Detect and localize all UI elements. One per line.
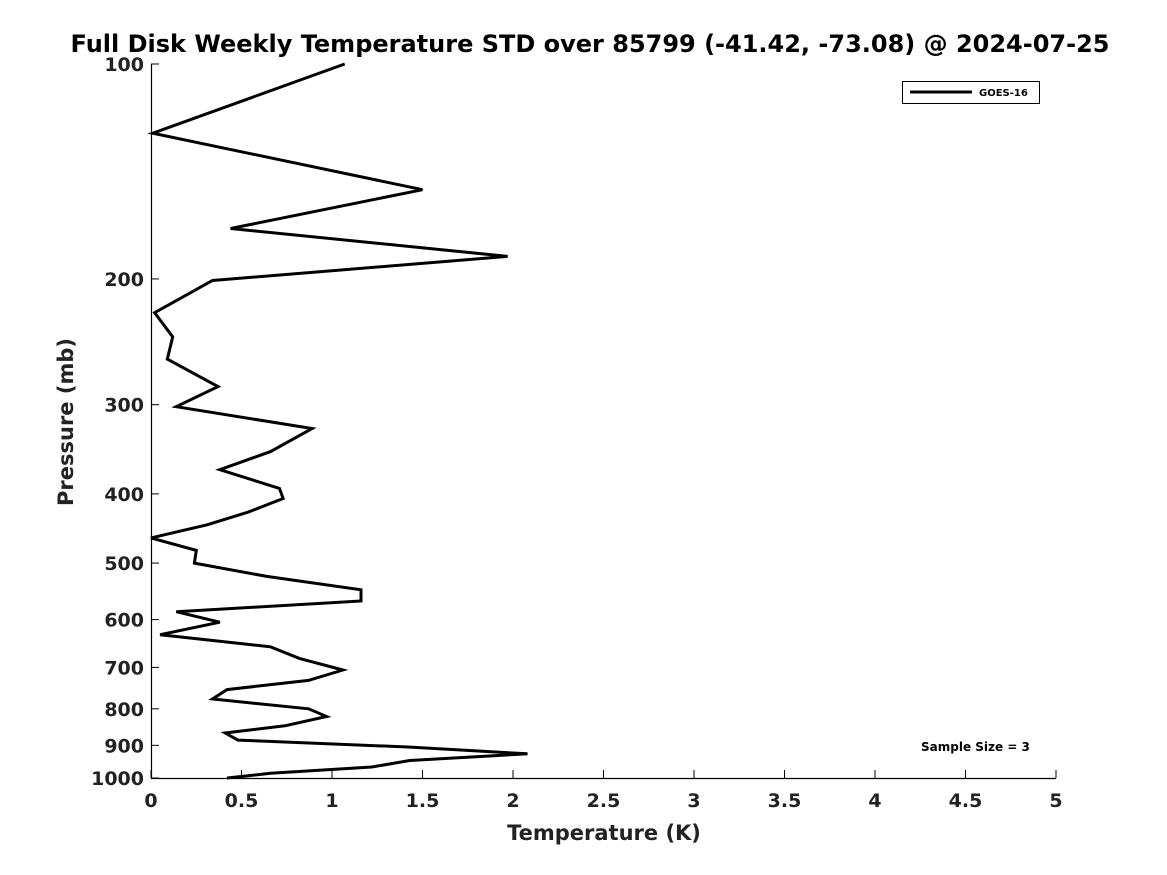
y-tick-label: 500	[104, 553, 144, 575]
y-ticks: 100 200 300 400 500 600 700 800 900 1000	[91, 54, 159, 790]
series-group	[147, 62, 528, 780]
y-tick-label: 700	[104, 657, 144, 679]
y-tick-label: 200	[104, 269, 144, 291]
y-tick-label: 600	[104, 610, 144, 632]
x-tick-label: 2.5	[587, 790, 621, 812]
chart-title: Full Disk Weekly Temperature STD over 85…	[71, 30, 1110, 58]
y-axis-label: Pressure (mb)	[54, 338, 78, 506]
y-tick-label: 800	[104, 699, 144, 721]
y-tick-label: 900	[104, 735, 144, 757]
y-tick-label: 1000	[91, 768, 144, 790]
x-tick-label: 0.5	[225, 790, 259, 812]
x-tick-label: 2	[506, 790, 519, 812]
x-tick-label: 3	[687, 790, 700, 812]
y-tick-label: 100	[104, 54, 144, 76]
x-tick-label: 3.5	[768, 790, 802, 812]
x-tick-label: 5	[1049, 790, 1062, 812]
axes	[150, 64, 1056, 780]
y-tick-label: 300	[104, 395, 144, 417]
x-tick-label: 0	[144, 790, 157, 812]
x-tick-label: 4.5	[949, 790, 983, 812]
x-tick-label: 1	[325, 790, 338, 812]
x-tick-label: 4	[868, 790, 881, 812]
sample-size-annotation: Sample Size = 3	[921, 740, 1030, 754]
legend: GOES-16	[902, 81, 1040, 104]
x-ticks: 0 0.5 1 1.5 2 2.5 3 3.5 4 4.5 5	[144, 770, 1063, 812]
series-line-goes-16	[147, 62, 528, 780]
x-axis-label: Temperature (K)	[507, 821, 701, 845]
y-tick-label: 400	[104, 484, 144, 506]
legend-entry-goes-16: GOES-16	[979, 88, 1028, 99]
x-tick-label: 1.5	[406, 790, 440, 812]
